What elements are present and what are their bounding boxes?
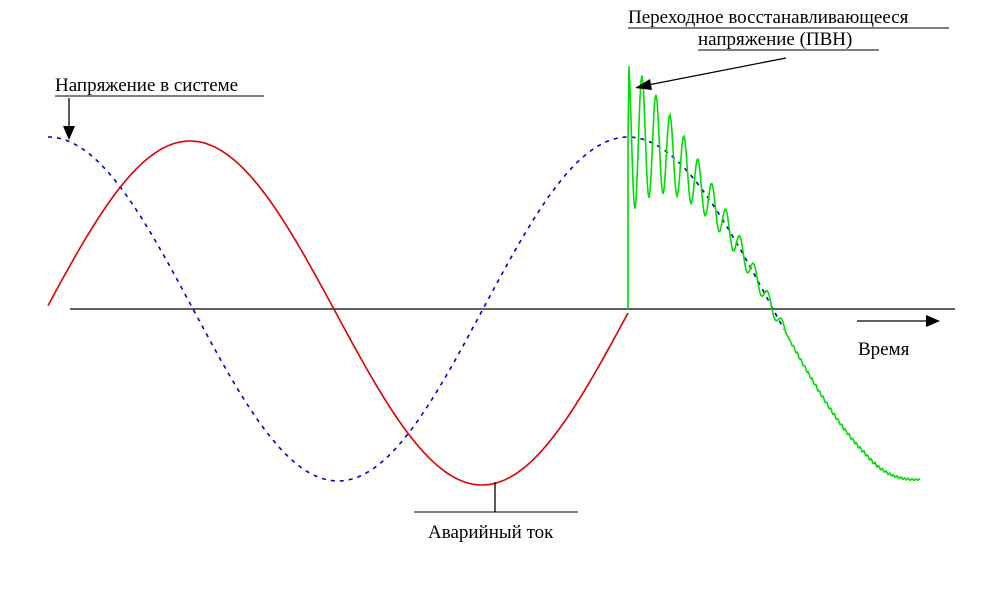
- trv-label-line2: напряжение (ПВН): [698, 29, 852, 50]
- trv-label-line1: Переходное восстанавливающееся: [628, 7, 909, 28]
- system-voltage-arrow: [63, 98, 75, 140]
- time-arrow: [857, 315, 940, 327]
- fault-current-curve: [47, 140, 629, 486]
- trv-arrow: [635, 57, 787, 90]
- system-voltage-label: Напряжение в системе: [55, 75, 238, 96]
- trv-curve: [627, 66, 921, 482]
- fault-current-label: Аварийный ток: [428, 522, 554, 543]
- time-label: Время: [858, 339, 910, 360]
